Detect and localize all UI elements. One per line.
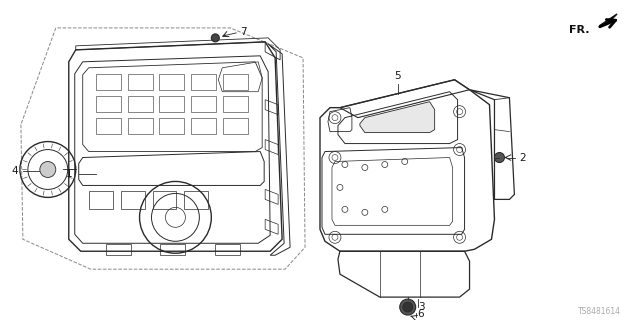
Text: 4: 4 (12, 166, 18, 177)
Text: 3: 3 (418, 302, 424, 312)
Polygon shape (599, 14, 617, 26)
Text: 1: 1 (65, 170, 72, 180)
Circle shape (40, 162, 56, 178)
Text: 5: 5 (394, 71, 401, 81)
Circle shape (211, 34, 220, 42)
Text: 6: 6 (418, 309, 424, 319)
Circle shape (403, 302, 413, 312)
Circle shape (495, 153, 504, 163)
Text: 2: 2 (520, 153, 526, 163)
Circle shape (400, 299, 416, 315)
Text: 7: 7 (240, 27, 247, 37)
Polygon shape (360, 102, 435, 132)
Text: FR.: FR. (569, 25, 589, 35)
Text: TS8481614: TS8481614 (578, 307, 621, 316)
